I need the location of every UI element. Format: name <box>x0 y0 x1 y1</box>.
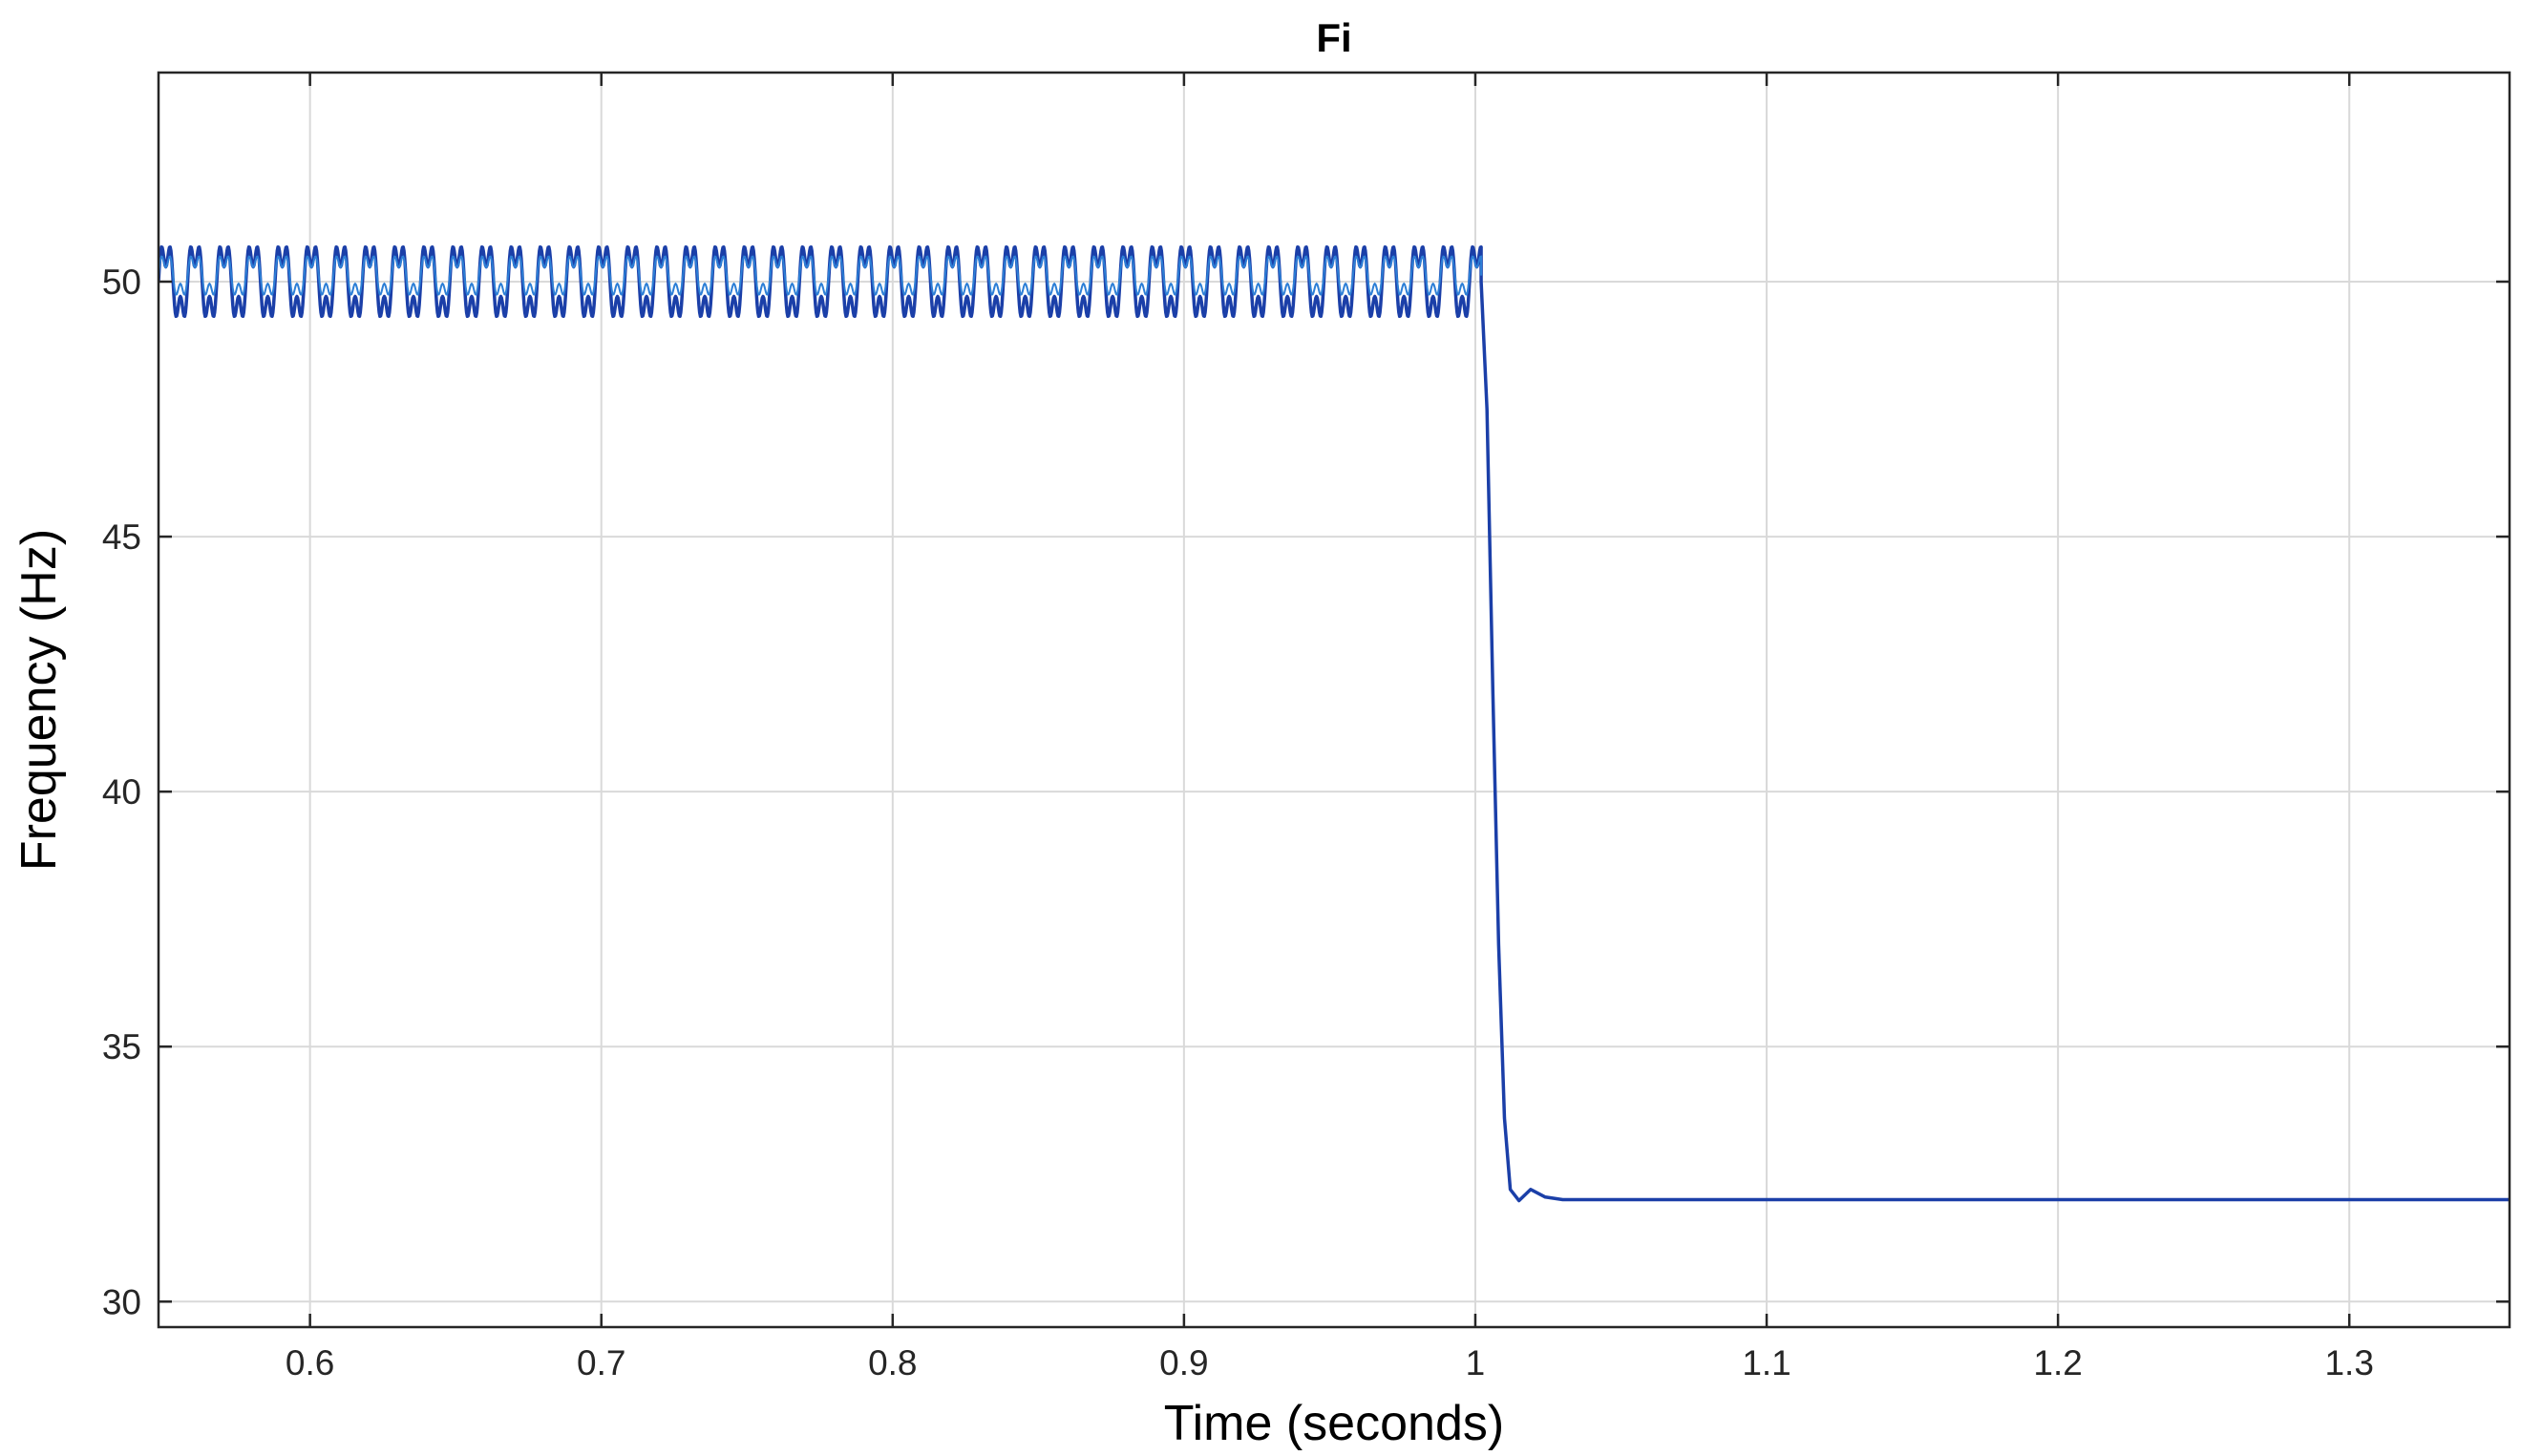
series-layer <box>159 245 2510 1203</box>
x-tick-label: 0.6 <box>286 1343 334 1382</box>
chart-title: Fi <box>1316 15 1351 60</box>
x-tick-label: 0.8 <box>868 1343 917 1382</box>
x-tick-label: 1.2 <box>2033 1343 2082 1382</box>
y-tick-label: 35 <box>102 1027 141 1066</box>
frequency-series-line <box>159 245 2510 1203</box>
plot-frame <box>157 71 2511 1329</box>
x-tick-label: 1.3 <box>2324 1343 2373 1382</box>
y-tick-label: 30 <box>102 1282 141 1321</box>
x-tick-label: 0.9 <box>1159 1343 1208 1382</box>
x-tick-label: 1.1 <box>1742 1343 1790 1382</box>
x-tick-label: 0.7 <box>577 1343 625 1382</box>
grid-lines <box>159 73 2510 1327</box>
x-axis-title: Time (seconds) <box>1164 1396 1504 1451</box>
y-tick-label: 40 <box>102 772 141 812</box>
x-tick-label: 1 <box>1466 1343 1486 1382</box>
tick-marks <box>159 73 2510 1327</box>
y-tick-label: 50 <box>102 263 141 302</box>
frequency-series-inner-line <box>159 255 1483 296</box>
y-axis-title: Frequency (Hz) <box>11 529 67 871</box>
tick-labels: 0.6 0.7 0.8 0.9 1 1.1 1.2 1.3 30 35 40 45 50 <box>102 263 2374 1382</box>
y-tick-label: 45 <box>102 517 141 557</box>
